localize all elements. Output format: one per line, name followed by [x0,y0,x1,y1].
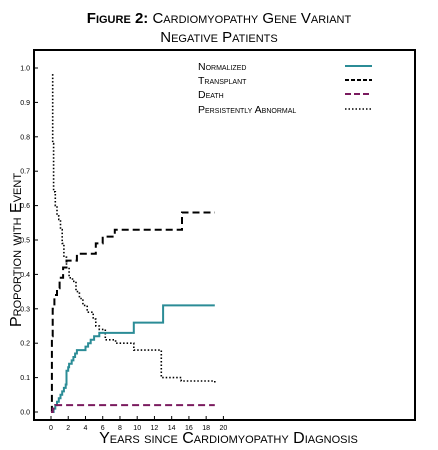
x-tick-label: 4 [84,425,88,432]
y-tick-label: 1.0 [20,66,30,73]
x-tick-label: 6 [101,425,105,432]
legend-label: Persistently Abnormal [198,104,296,116]
y-tick-label: 0.4 [20,272,30,279]
series-line-normalized [51,304,215,413]
figure-title-text: Cardiomyopathy Gene Variant [152,10,352,27]
x-tick-label: 14 [168,425,176,432]
figure-title-line1: Figure 2: Cardiomyopathy Gene Variant [0,10,438,27]
x-tick-label: 0 [49,425,53,432]
y-tick-label: 0.5 [20,238,30,245]
figure-title-line2: Negative Patients [160,29,278,46]
legend-label: Normalized [198,61,246,73]
x-tick-label: 18 [202,425,210,432]
x-axis-label: Years since Cardiomyopathy Diagnosis [99,430,358,447]
y-tick-label: 0.6 [20,203,30,210]
y-tick-label: 0.3 [20,306,30,313]
legend-label: Transplant [198,75,247,87]
x-tick-label: 8 [118,425,122,432]
x-tick-label: 2 [66,425,70,432]
y-axis-label: Proportion with Event [8,172,25,328]
y-tick-label: 0.7 [20,169,30,176]
x-tick-label: 10 [133,425,141,432]
legend-label: Death [198,89,224,101]
x-tick-label: 20 [220,425,228,432]
series-line-transplant [50,211,215,413]
figure-title-prefix: Figure 2: [86,10,149,27]
plot-frame [33,49,416,421]
y-tick-label: 0.1 [20,375,30,382]
y-tick-label: 0.2 [20,341,30,348]
x-tick-label: 16 [185,425,193,432]
y-tick-label: 0.0 [20,410,30,417]
y-tick-label: 0.8 [20,134,30,141]
y-tick-label: 0.9 [20,100,30,107]
series-line-death [51,404,215,413]
x-tick-label: 12 [151,425,159,432]
